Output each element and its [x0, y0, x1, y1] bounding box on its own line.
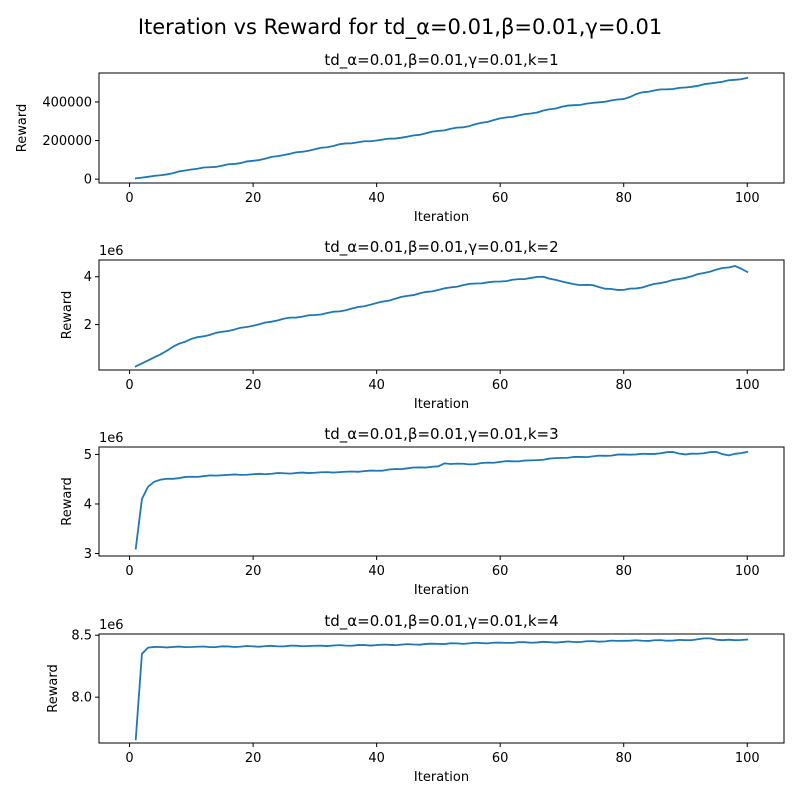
x-tick-label: 100 — [735, 191, 760, 206]
figure-title: Iteration vs Reward for td_α=0.01,β=0.01… — [138, 15, 662, 40]
x-tick-label: 0 — [125, 751, 133, 766]
subplot-title: td_α=0.01,β=0.01,γ=0.01,k=4 — [324, 612, 558, 631]
axes-frame-3 — [98, 446, 785, 557]
y-offset-label: 1e6 — [99, 618, 124, 633]
x-axis-label: Iteration — [414, 210, 469, 225]
subplot-title: td_α=0.01,β=0.01,γ=0.01,k=2 — [324, 238, 558, 257]
x-tick-label: 20 — [245, 191, 262, 206]
x-tick-label: 80 — [615, 378, 632, 393]
y-tick-label: 4 — [84, 270, 92, 285]
series-line-4-1 — [134, 637, 749, 741]
y-offset-label: 1e6 — [99, 244, 124, 259]
y-offset-label: 1e6 — [99, 431, 124, 446]
x-tick-label: 80 — [615, 564, 632, 579]
x-tick-label: 0 — [125, 564, 133, 579]
y-axis-label: Reward — [60, 291, 75, 339]
subplot-title: td_α=0.01,β=0.01,γ=0.01,k=1 — [324, 51, 558, 70]
y-tick-label: 0 — [84, 173, 92, 188]
x-tick-label: 20 — [245, 378, 262, 393]
x-axis-label: Iteration — [414, 770, 469, 785]
y-tick-label: 8.5 — [71, 629, 92, 644]
axes-frame-1 — [98, 72, 785, 184]
y-tick-label: 5 — [84, 448, 92, 463]
series-line-3-1 — [134, 450, 749, 550]
x-tick-label: 60 — [492, 564, 509, 579]
y-tick-label: 3 — [84, 547, 92, 562]
x-tick-label: 100 — [735, 564, 760, 579]
axes-frame-2 — [98, 259, 785, 371]
y-tick-label: 400000 — [42, 95, 92, 110]
x-tick-label: 60 — [492, 378, 509, 393]
axes-root: 0 20 40 60 80 1000200000400000td_α=0.01,β=0.0… — [15, 51, 785, 785]
subplot-2: 0 20 40 60 80 100 2 4 1e6 td_α=0.01,β=0.01,γ=0.01… — [60, 238, 785, 412]
x-tick-label: 100 — [735, 751, 760, 766]
series-line-2-1 — [134, 265, 749, 368]
axes-frame-4 — [98, 633, 785, 744]
x-tick-label: 100 — [735, 378, 760, 393]
subplot-3: 0 20 40 60 80 100 3 4 5 1e6 td_α=0.01,β=0.01,γ=0.0… — [60, 425, 785, 598]
x-tick-label: 40 — [368, 378, 385, 393]
y-axis-label: Reward — [60, 477, 75, 525]
x-tick-label: 60 — [492, 751, 509, 766]
x-tick-label: 20 — [245, 751, 262, 766]
subplot-1: 0 20 40 60 80 100 0 200000 400000 td_α=0.01,β=0.0… — [15, 51, 785, 225]
x-tick-label: 80 — [615, 751, 632, 766]
x-tick-label: 20 — [245, 564, 262, 579]
x-tick-label: 80 — [615, 191, 632, 206]
y-tick-label: 4 — [84, 497, 92, 512]
subplot-4: 0 20 40 60 80 100 8.0 8.5 1e6 td_α=0.01,β=0.01,γ=… — [46, 612, 785, 785]
x-tick-label: 0 — [125, 191, 133, 206]
x-tick-label: 60 — [492, 191, 509, 206]
x-axis-label: Iteration — [414, 583, 469, 598]
series-line-1-1 — [134, 76, 749, 180]
y-axis-label: Reward — [15, 104, 30, 152]
x-axis-label: Iteration — [414, 397, 469, 412]
subplot-title: td_α=0.01,β=0.01,γ=0.01,k=3 — [324, 425, 558, 444]
y-tick-label: 8.0 — [71, 691, 92, 706]
y-tick-label: 200000 — [42, 134, 92, 149]
x-tick-label: 40 — [368, 751, 385, 766]
y-axis-label: Reward — [46, 664, 61, 712]
y-tick-label: 2 — [84, 318, 92, 333]
x-tick-label: 40 — [368, 564, 385, 579]
x-tick-label: 40 — [368, 191, 385, 206]
x-tick-label: 0 — [125, 378, 133, 393]
